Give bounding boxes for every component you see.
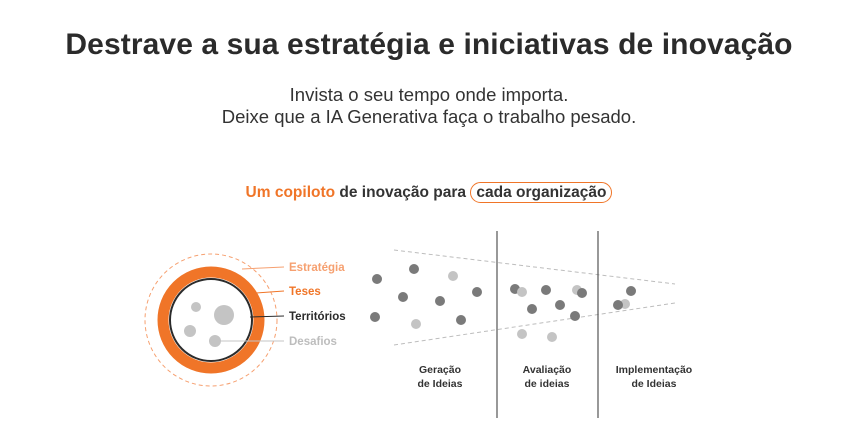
stage-avaliacao-line2: de ideias [525, 378, 570, 390]
tagline: Um copiloto de inovação para cada organi… [0, 182, 858, 203]
ideas-generation-dots [370, 264, 482, 329]
desafio-dot [209, 335, 221, 347]
ideas-implementation-dots [613, 286, 636, 310]
idea-dot [448, 271, 458, 281]
label-desafios: Desafios [289, 336, 337, 348]
idea-dot [456, 315, 466, 325]
label-teses: Teses [289, 286, 321, 298]
idea-dot [577, 288, 587, 298]
idea-dot [372, 274, 382, 284]
idea-dot [435, 296, 445, 306]
idea-dot [570, 311, 580, 321]
funnel-top-line [393, 249, 676, 285]
teses-ring [157, 266, 265, 374]
territorios-ring [169, 278, 253, 362]
idea-dot [517, 329, 527, 339]
subtitle-line-1: Invista o seu tempo onde importa. [289, 84, 569, 105]
teses-leader [255, 290, 285, 294]
idea-dot [517, 287, 527, 297]
ideas-evaluation-dots [510, 284, 587, 342]
page-headline: Destrave a sua estratégia e iniciativas … [65, 28, 793, 61]
subtitle-line-2: Deixe que a IA Generativa faça o trabalh… [221, 106, 637, 127]
tagline-middle: de inovação para [335, 184, 471, 201]
layer-circles [144, 253, 278, 387]
idea-dot [541, 285, 551, 295]
stage-geracao-line2: de Ideias [418, 378, 463, 390]
idea-dot [472, 287, 482, 297]
idea-dot [409, 264, 419, 274]
estrategia-leader [241, 266, 285, 270]
idea-dot [370, 312, 380, 322]
funnel-bottom-line [393, 302, 676, 346]
estrategia-ring [144, 253, 278, 387]
stage-avaliacao-line1: Avaliação [523, 364, 572, 376]
desafio-dot [214, 305, 234, 325]
label-estrategia: Estratégia [289, 262, 345, 274]
idea-dot [398, 292, 408, 302]
stage-implementacao-line1: Implementação [616, 364, 692, 376]
desafio-dot [191, 302, 201, 312]
idea-dot [555, 300, 565, 310]
idea-dot [527, 304, 537, 314]
stage-geracao-line1: Geração [419, 364, 461, 376]
idea-dot [547, 332, 557, 342]
idea-dot [411, 319, 421, 329]
tagline-boxed: cada organização [470, 182, 613, 203]
idea-dot [626, 286, 636, 296]
idea-dot [613, 300, 623, 310]
tagline-accent: Um copiloto [245, 184, 336, 201]
territorios-leader [249, 315, 285, 318]
stage-implementacao-line2: de Ideias [632, 378, 677, 390]
desafio-dot [184, 325, 196, 337]
label-territorios: Territórios [289, 311, 346, 323]
